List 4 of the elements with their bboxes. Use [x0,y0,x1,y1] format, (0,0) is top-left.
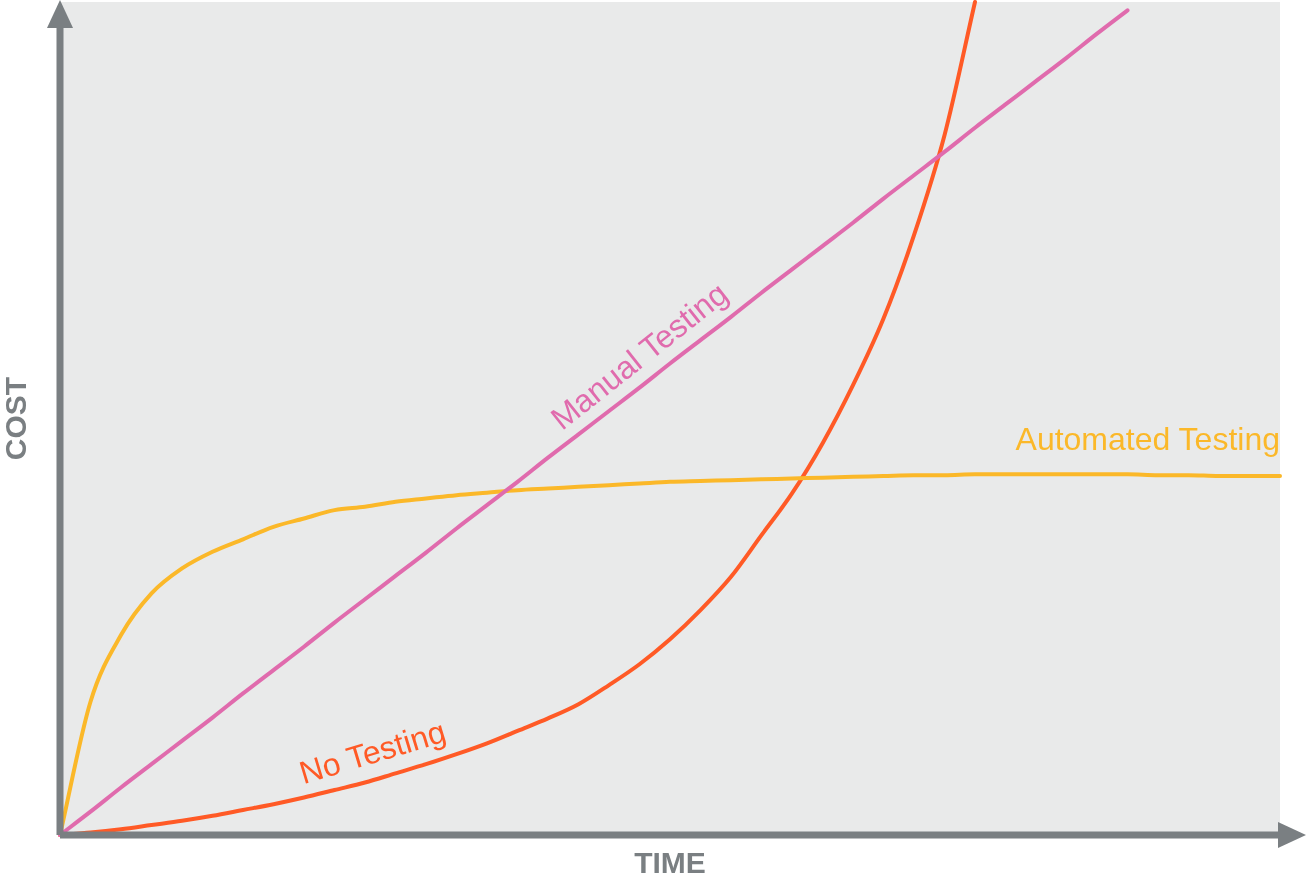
x-axis-title: TIME [634,846,706,880]
y-axis-title: COST [0,376,33,461]
text: No Testing [295,713,450,791]
series-label: Automated Testing [1015,420,1280,457]
